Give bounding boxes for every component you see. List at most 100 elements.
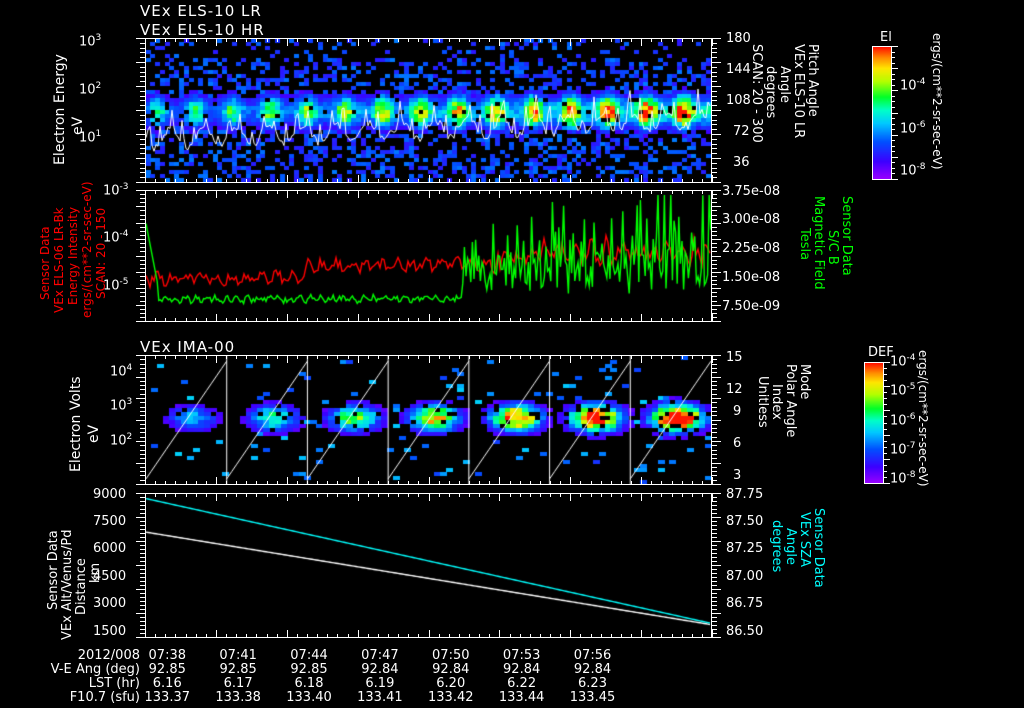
x-tick	[388, 634, 389, 638]
x-tick	[196, 355, 197, 359]
x-tick	[327, 634, 328, 638]
panel2-ylabel-line2: VEx ELS-06 LR-Bk	[52, 207, 66, 313]
x-tick	[530, 481, 531, 485]
x-tick	[621, 481, 622, 485]
x-tick	[489, 190, 490, 194]
x-tick	[358, 314, 359, 322]
x-tick	[499, 175, 500, 183]
x-tick	[256, 355, 257, 359]
x-tick	[418, 179, 419, 183]
table-cell-2-0: 6.16	[152, 676, 182, 691]
x-tick	[246, 179, 247, 183]
x-tick	[277, 493, 278, 497]
panel1-rtick-4: 36	[733, 155, 750, 170]
panel3-plot-area[interactable]	[145, 355, 712, 485]
table-cell-2-5: 6.22	[507, 676, 537, 691]
panel3-rtick-3: 6	[733, 436, 742, 451]
x-tick	[601, 481, 602, 485]
x-tick	[489, 38, 490, 42]
x-tick	[358, 190, 359, 198]
panel3-cbtick-0: 10-4	[890, 353, 916, 370]
x-tick	[246, 318, 247, 322]
x-tick	[388, 318, 389, 322]
x-tick	[540, 318, 541, 322]
panel1-rlabel-line1: Pitch Angle	[805, 44, 820, 117]
table-cell-0-5: 07:53	[502, 648, 541, 663]
x-tick	[641, 355, 642, 363]
x-tick	[327, 318, 328, 322]
x-tick	[378, 634, 379, 638]
x-tick	[337, 38, 338, 42]
x-tick	[256, 634, 257, 638]
x-tick	[317, 634, 318, 638]
x-tick	[580, 179, 581, 183]
x-tick	[327, 179, 328, 183]
panel4-rtick-2: 87.25	[726, 541, 764, 556]
x-tick	[277, 318, 278, 322]
x-tick	[378, 179, 379, 183]
panel4-plot-area[interactable]	[145, 493, 712, 638]
x-tick	[651, 355, 652, 359]
x-tick	[601, 493, 602, 497]
x-tick	[297, 493, 298, 497]
x-tick	[408, 481, 409, 485]
x-tick	[499, 190, 500, 198]
x-tick	[560, 355, 561, 359]
x-tick	[307, 355, 308, 359]
x-tick	[246, 38, 247, 42]
x-tick	[307, 318, 308, 322]
x-tick	[378, 190, 379, 194]
panel1-plot-area[interactable]	[145, 38, 712, 183]
panel4-ytick-2: 6000	[93, 541, 127, 556]
x-tick	[712, 355, 713, 363]
x-tick	[297, 179, 298, 183]
x-tick	[277, 38, 278, 42]
panel1-cbtick-1: 10-6	[900, 120, 926, 137]
x-tick	[317, 481, 318, 485]
x-tick	[550, 493, 551, 497]
x-tick	[368, 190, 369, 194]
x-tick	[287, 630, 288, 638]
x-tick	[540, 355, 541, 359]
panel4-ylabel-line4: km	[88, 562, 103, 583]
x-tick	[611, 179, 612, 183]
table-cell-3-4: 133.42	[428, 690, 474, 705]
x-tick	[398, 355, 399, 359]
x-tick	[692, 318, 693, 322]
x-tick	[388, 179, 389, 183]
table-cell-3-6: 133.45	[569, 690, 616, 705]
x-tick	[398, 318, 399, 322]
x-tick	[510, 493, 511, 497]
x-tick	[337, 481, 338, 485]
table-cell-3-2: 133.40	[286, 690, 332, 705]
panel2-rtick-2: 2.25e-08	[722, 241, 781, 256]
x-tick	[246, 355, 247, 359]
x-tick	[206, 634, 207, 638]
x-tick	[378, 38, 379, 42]
panel1-rtick-0: 180	[726, 31, 751, 46]
panel2-plot-area[interactable]	[145, 190, 712, 322]
panel2-rlabel-line1: Sensor Data	[839, 196, 854, 276]
panel2-rtick-3: 1.50e-08	[722, 270, 781, 285]
x-tick	[672, 318, 673, 322]
x-tick	[186, 190, 187, 194]
x-tick	[317, 38, 318, 42]
x-tick	[580, 190, 581, 194]
x-tick	[327, 38, 328, 42]
x-tick	[712, 477, 713, 485]
x-tick	[580, 38, 581, 42]
x-tick	[560, 190, 561, 194]
x-tick	[165, 355, 166, 359]
x-tick	[206, 481, 207, 485]
x-tick	[570, 314, 571, 322]
x-tick	[277, 190, 278, 194]
x-tick	[226, 318, 227, 322]
panel2-rtick-1: 3.00e-08	[722, 212, 781, 227]
x-tick	[398, 38, 399, 42]
x-tick	[165, 38, 166, 42]
x-tick	[510, 190, 511, 194]
x-tick	[226, 179, 227, 183]
panel4-rlabel-line1: Sensor Data	[811, 508, 826, 588]
panel4-ylabel-line3: Distance	[74, 558, 89, 615]
x-tick	[297, 190, 298, 194]
